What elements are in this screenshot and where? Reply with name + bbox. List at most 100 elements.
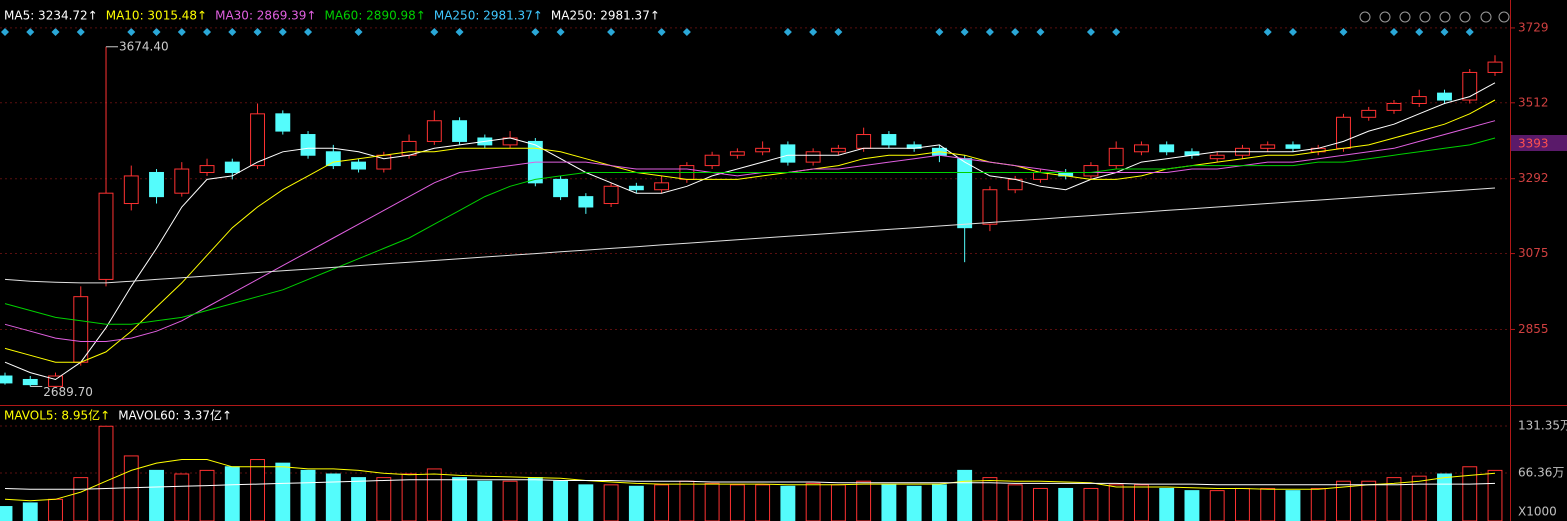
signal-marker xyxy=(1,28,9,36)
candle-body xyxy=(1260,144,1276,149)
candle-body xyxy=(755,147,771,153)
signal-marker xyxy=(228,28,237,36)
volume-bar xyxy=(376,477,392,521)
signal-marker xyxy=(556,28,565,36)
candle-body xyxy=(957,158,973,229)
candle-body xyxy=(351,161,367,170)
signal-marker xyxy=(1263,28,1272,36)
icon[interactable] xyxy=(1439,11,1451,23)
candle-body xyxy=(224,161,240,173)
volume-ma-line xyxy=(4,479,1496,490)
y-tick-label: 2855 xyxy=(1518,322,1549,336)
volume-bar xyxy=(654,484,670,521)
candle-body xyxy=(729,151,745,156)
volume-bar xyxy=(1007,484,1023,521)
icon[interactable] xyxy=(1399,11,1411,23)
candle-body xyxy=(1133,144,1149,153)
candle-body xyxy=(654,182,670,191)
volume-bar xyxy=(603,484,619,521)
signal-marker xyxy=(1036,28,1045,36)
signal-marker xyxy=(1440,28,1449,36)
volume-bar xyxy=(931,484,947,521)
candle-body xyxy=(780,144,796,163)
current-price-box xyxy=(1511,135,1567,151)
signal-marker xyxy=(607,28,616,36)
candle-body xyxy=(704,154,720,167)
icon[interactable] xyxy=(1459,11,1471,23)
volume-unit: X1000 xyxy=(1518,505,1557,519)
candle-body xyxy=(401,140,417,156)
volume-bar xyxy=(452,477,468,521)
candle-body xyxy=(1159,144,1175,153)
candle-body xyxy=(1487,61,1503,73)
candle-body xyxy=(1386,102,1402,111)
zoom-in[interactable] xyxy=(1480,11,1492,23)
candle-body xyxy=(856,134,872,149)
signal-marker xyxy=(127,28,136,36)
volume-bar xyxy=(1184,490,1200,521)
volume-bar xyxy=(553,480,569,521)
ma-line xyxy=(4,99,1496,363)
y-tick-label: 66.36万 xyxy=(1518,466,1564,480)
volume-bar xyxy=(426,468,442,521)
candle-body xyxy=(199,165,215,173)
legend-entry: MAVOL60: 3.37亿↑ xyxy=(118,408,232,423)
y-tick-label: 3075 xyxy=(1518,246,1549,260)
icon[interactable] xyxy=(1379,11,1391,23)
zoom-out[interactable] xyxy=(1498,11,1510,23)
volume-bar xyxy=(704,482,720,521)
volume-bar xyxy=(881,484,897,521)
volume-bar xyxy=(149,469,164,521)
icon[interactable] xyxy=(1419,11,1431,23)
volume-bar xyxy=(957,469,973,521)
volume-bar xyxy=(805,482,821,521)
volume-bar xyxy=(325,473,341,521)
candle-body xyxy=(578,196,594,208)
signal-marker xyxy=(455,28,464,36)
volume-bar xyxy=(73,477,89,521)
y-tick-label: 131.35万 xyxy=(1518,419,1567,433)
current-price-label: 3393 xyxy=(1518,136,1549,150)
volume-bar xyxy=(1159,487,1175,521)
candle-body xyxy=(881,134,897,146)
volume-bar xyxy=(982,477,998,521)
volume-bar xyxy=(906,485,922,521)
volume-bar xyxy=(48,498,63,521)
signal-marker xyxy=(531,28,540,36)
volume-bar xyxy=(578,484,594,521)
signal-marker xyxy=(657,28,666,36)
volume-ma-line xyxy=(4,459,1496,502)
signal-marker xyxy=(809,28,818,36)
signal-marker xyxy=(682,28,691,36)
legend-entry: MA250: 2981.37↑ xyxy=(551,9,660,23)
signal-marker xyxy=(985,28,994,36)
volume-bar xyxy=(780,485,796,521)
signal-marker xyxy=(834,28,843,36)
volume-bar xyxy=(755,484,771,521)
legend-entry: MAVOL5: 8.95亿↑ xyxy=(4,408,110,423)
volume-bar xyxy=(1209,490,1225,521)
toolbar-icons[interactable] xyxy=(1359,11,1510,23)
signal-marker xyxy=(177,28,186,36)
volume-bar xyxy=(527,477,543,521)
signal-marker xyxy=(1339,28,1348,36)
candle-body xyxy=(325,151,341,167)
candle-body xyxy=(805,151,821,163)
volume-bar xyxy=(1310,487,1326,521)
volume-bar xyxy=(199,469,215,521)
y-tick-label: 3512 xyxy=(1518,95,1549,109)
volume-bar xyxy=(1285,490,1301,521)
volume-bar xyxy=(1235,487,1250,521)
icon[interactable] xyxy=(1359,11,1371,23)
signal-marker xyxy=(26,28,35,36)
candle-body xyxy=(123,175,139,205)
ma-line xyxy=(4,120,1496,342)
legend-entry: MA10: 3015.48↑ xyxy=(106,9,207,23)
volume-bar xyxy=(300,469,316,521)
candle-body xyxy=(174,168,190,194)
signal-marker xyxy=(278,28,287,36)
candle-body xyxy=(1411,96,1427,104)
signal-marker xyxy=(1086,28,1095,36)
ma-line xyxy=(4,137,1496,325)
volume-bar xyxy=(1336,480,1351,521)
